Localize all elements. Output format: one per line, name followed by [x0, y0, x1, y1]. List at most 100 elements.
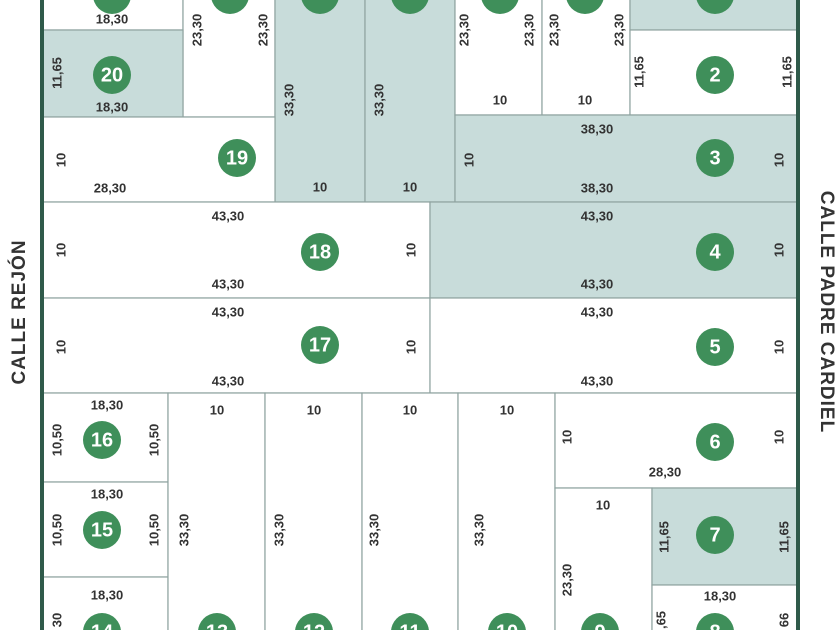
lot-dimension: 11,65 — [631, 56, 646, 88]
lot-dimension: 23,30 — [546, 14, 561, 47]
lot-dimension: 10,50 — [49, 424, 64, 457]
lot-dimension: 66 — [776, 613, 791, 627]
lot-dimension: 10 — [771, 243, 786, 257]
lot — [457, 392, 556, 630]
lot-marker — [198, 613, 236, 630]
lot-dimension: 43,30 — [212, 276, 245, 291]
lot-marker — [391, 613, 429, 630]
lot — [429, 201, 799, 299]
lot — [454, 0, 543, 116]
lot-dimension: 10 — [771, 430, 786, 444]
lot — [429, 297, 799, 394]
lot-dimension: 43,30 — [212, 373, 245, 388]
lot-marker — [83, 511, 121, 549]
lot-dimension: 11,65 — [656, 521, 671, 553]
lot-dimension: 43,30 — [581, 373, 614, 388]
street-right: CALLE PADRE CARDIEL — [816, 191, 837, 433]
lot-dimension: 28,30 — [94, 180, 127, 195]
lot-dimension: 10 — [53, 153, 68, 167]
lot-dimension: 10 — [596, 497, 610, 512]
lot-number: 10 — [496, 621, 518, 630]
lot-dimension: ,65 — [653, 611, 668, 629]
lot-marker — [391, 0, 429, 14]
lot-marker — [696, 56, 734, 94]
lot-dimension: 10 — [403, 340, 418, 354]
lot — [554, 392, 799, 489]
lot-dimension: 11,65 — [776, 521, 791, 553]
lot-number: 14 — [91, 621, 114, 630]
lot-dimension: 33,30 — [371, 84, 386, 117]
lot-marker — [301, 0, 339, 14]
lot-dimension: 23,30 — [559, 564, 574, 597]
lot-dimension: 33,30 — [471, 514, 486, 547]
lot-dimension: 18,30 — [91, 587, 124, 602]
street-left: CALLE REJÓN — [8, 239, 30, 384]
lot-dimension: 38,30 — [581, 121, 614, 136]
lot-dimension: 33,30 — [176, 514, 191, 547]
lot-dimension: 10 — [210, 402, 224, 417]
lot-dimension: 23,30 — [456, 14, 471, 47]
lot-number: 2 — [709, 64, 720, 86]
lot-dimension: 10 — [493, 92, 507, 107]
lot-dimension: 10 — [578, 92, 592, 107]
lot-marker — [211, 0, 249, 14]
lot-dimension: 10 — [313, 179, 327, 194]
lot-dimension: 18,30 — [704, 588, 737, 603]
lot-marker — [301, 233, 339, 271]
lot-dimension: 30 — [49, 613, 64, 627]
lot-dimension: 10 — [53, 243, 68, 257]
lot-dimension: 10 — [500, 402, 514, 417]
lot-number: 16 — [91, 429, 113, 451]
lot-marker — [83, 421, 121, 459]
lot-number: 8 — [709, 621, 720, 630]
lot-marker — [481, 0, 519, 14]
lot-number: 12 — [303, 621, 325, 630]
lot-dimension: 10 — [771, 153, 786, 167]
lot-dimension: 10 — [403, 179, 417, 194]
lot-marker — [696, 0, 734, 14]
lot-marker — [488, 613, 526, 630]
lot-number: 19 — [226, 147, 248, 169]
lot-dimension: 11,65 — [49, 57, 64, 89]
lot-dimension: 33,30 — [271, 514, 286, 547]
lot-number: 18 — [309, 241, 331, 263]
lot — [264, 392, 363, 630]
lot-dimension: 18,30 — [91, 486, 124, 501]
lot-dimension: 18,30 — [96, 99, 129, 114]
lot — [41, 297, 431, 394]
lot-dimension: 38,30 — [581, 180, 614, 195]
lot-dimension: 43,30 — [581, 276, 614, 291]
lot-dimension: 23,30 — [255, 14, 270, 47]
lot-dimension: 23,30 — [611, 14, 626, 47]
lot-marker — [218, 139, 256, 177]
lots: 18,30 23,30 23,30 33,30 10 33,30 10 23,30 23,30 1… — [41, 0, 799, 630]
lot-dimension: 10 — [403, 243, 418, 257]
lot-dimension: 10,50 — [146, 514, 161, 547]
lot-dimension: 43,30 — [581, 304, 614, 319]
lot-marker — [696, 233, 734, 271]
lot-number: 11 — [399, 621, 420, 630]
lot — [167, 392, 266, 630]
lot-dimension: 43,30 — [581, 208, 614, 223]
lot-marker — [295, 613, 333, 630]
lot-marker — [696, 139, 734, 177]
lot-marker — [301, 326, 339, 364]
lot-marker — [566, 0, 604, 14]
lot-dimension: 10 — [461, 153, 476, 167]
lot-number: 9 — [594, 621, 605, 630]
lot — [554, 487, 653, 630]
lot-dimension: 10 — [307, 402, 321, 417]
lot-number: 13 — [206, 621, 228, 630]
lot-number: 15 — [91, 519, 113, 541]
lot-marker — [93, 56, 131, 94]
lot-number: 6 — [709, 431, 720, 453]
lot-dimension: 23,30 — [521, 14, 536, 47]
lot-dimension: 11,65 — [779, 56, 794, 88]
lot-marker — [696, 423, 734, 461]
lot-dimension: 10,50 — [49, 514, 64, 547]
lot-marker — [581, 613, 619, 630]
lot-dimension: 43,30 — [212, 304, 245, 319]
lot-number: 5 — [709, 336, 720, 358]
lot-dimension: 43,30 — [212, 208, 245, 223]
